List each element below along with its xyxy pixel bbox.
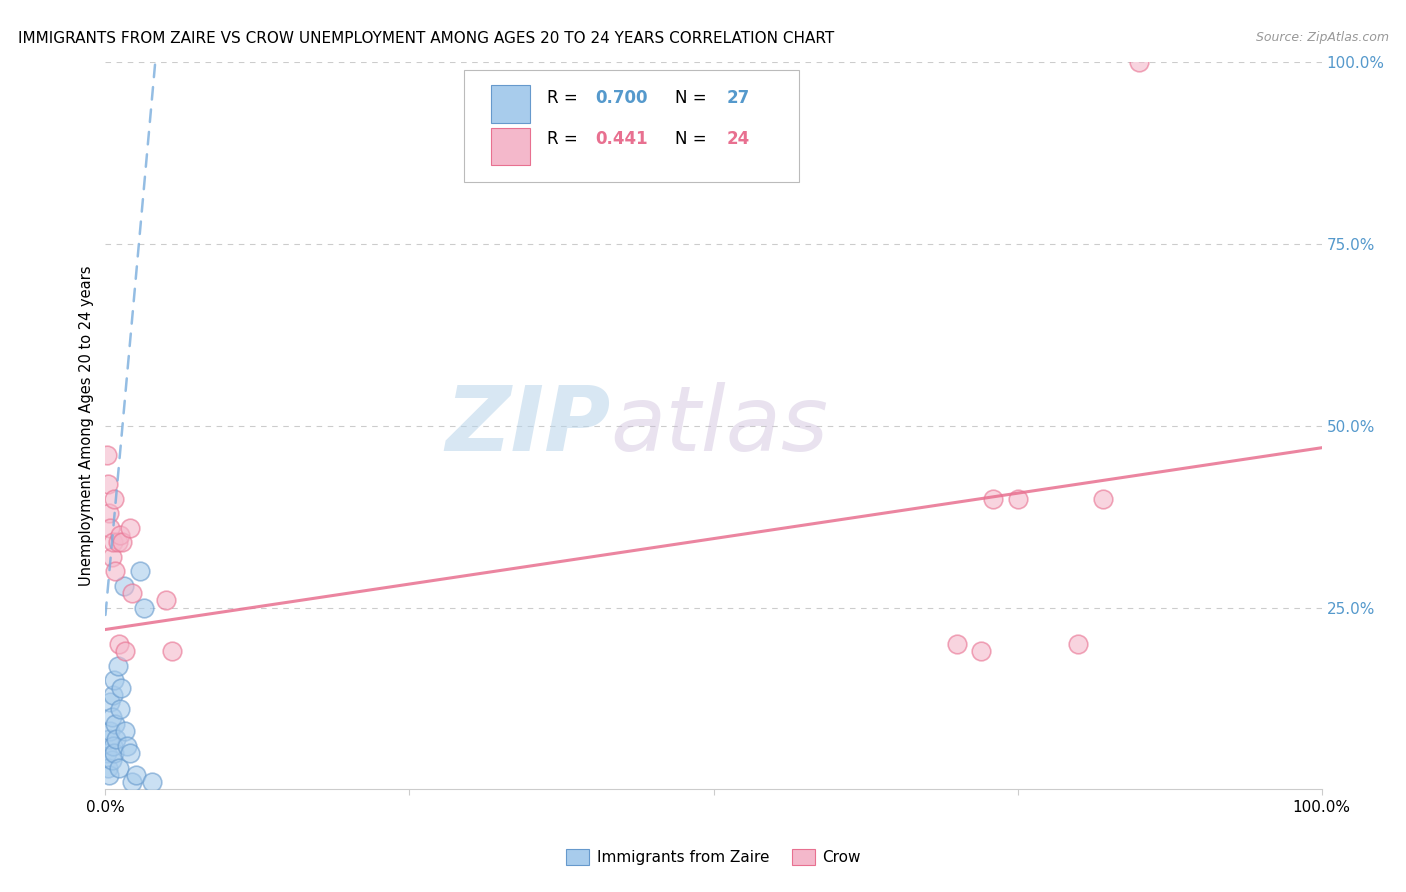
Point [103,746,125,760]
Text: N =: N = [675,130,711,148]
Point [97,761,120,775]
Point [134,600,156,615]
Point [162,644,184,658]
FancyBboxPatch shape [464,70,799,182]
Point [98,521,121,535]
Point [1007,491,1029,506]
Point [121,586,143,600]
Point [101,688,124,702]
Point [105,731,128,746]
Point [112,579,135,593]
Point [125,768,148,782]
Point [118,521,141,535]
Point [104,565,127,579]
Point [101,739,124,753]
Point [121,775,143,789]
Point [97,477,120,491]
Point [114,644,136,658]
Legend: Immigrants from Zaire, Crow: Immigrants from Zaire, Crow [567,849,860,865]
Point [96,746,118,760]
Point [108,761,131,775]
Point [103,491,125,506]
Text: R =: R = [547,89,583,107]
Point [155,593,177,607]
Point [107,535,129,549]
Text: 24: 24 [727,130,751,148]
Text: 0.700: 0.700 [596,89,648,107]
Point [108,702,131,716]
Point [98,695,121,709]
Point [1067,637,1090,651]
Text: atlas: atlas [610,382,828,470]
Point [98,724,121,739]
Point [96,448,118,462]
Point [100,549,122,564]
Text: R =: R = [547,130,583,148]
Point [110,681,132,695]
Point [108,637,131,651]
Text: IMMIGRANTS FROM ZAIRE VS CROW UNEMPLOYMENT AMONG AGES 20 TO 24 YEARS CORRELATION: IMMIGRANTS FROM ZAIRE VS CROW UNEMPLOYME… [18,31,835,46]
Point [970,644,993,658]
Point [118,746,141,760]
Point [100,753,122,767]
Text: Source: ZipAtlas.com: Source: ZipAtlas.com [1256,31,1389,45]
Y-axis label: Unemployment Among Ages 20 to 24 years: Unemployment Among Ages 20 to 24 years [79,266,94,586]
Point [111,535,134,549]
Point [98,768,121,782]
Point [128,565,150,579]
Point [98,506,121,520]
Point [107,658,129,673]
Bar [491,128,530,165]
Point [1091,491,1114,506]
Text: 0.441: 0.441 [596,130,648,148]
Point [1128,55,1150,70]
Bar [491,86,530,123]
Point [945,637,967,651]
Point [141,775,163,789]
Point [114,724,136,739]
Point [101,535,124,549]
Point [981,491,1004,506]
Point [98,731,121,746]
Point [117,739,139,753]
Point [104,717,127,731]
Point [108,528,131,542]
Text: N =: N = [675,89,711,107]
Text: ZIP: ZIP [444,382,610,470]
Text: 27: 27 [727,89,751,107]
Point [103,673,125,688]
Point [100,710,122,724]
